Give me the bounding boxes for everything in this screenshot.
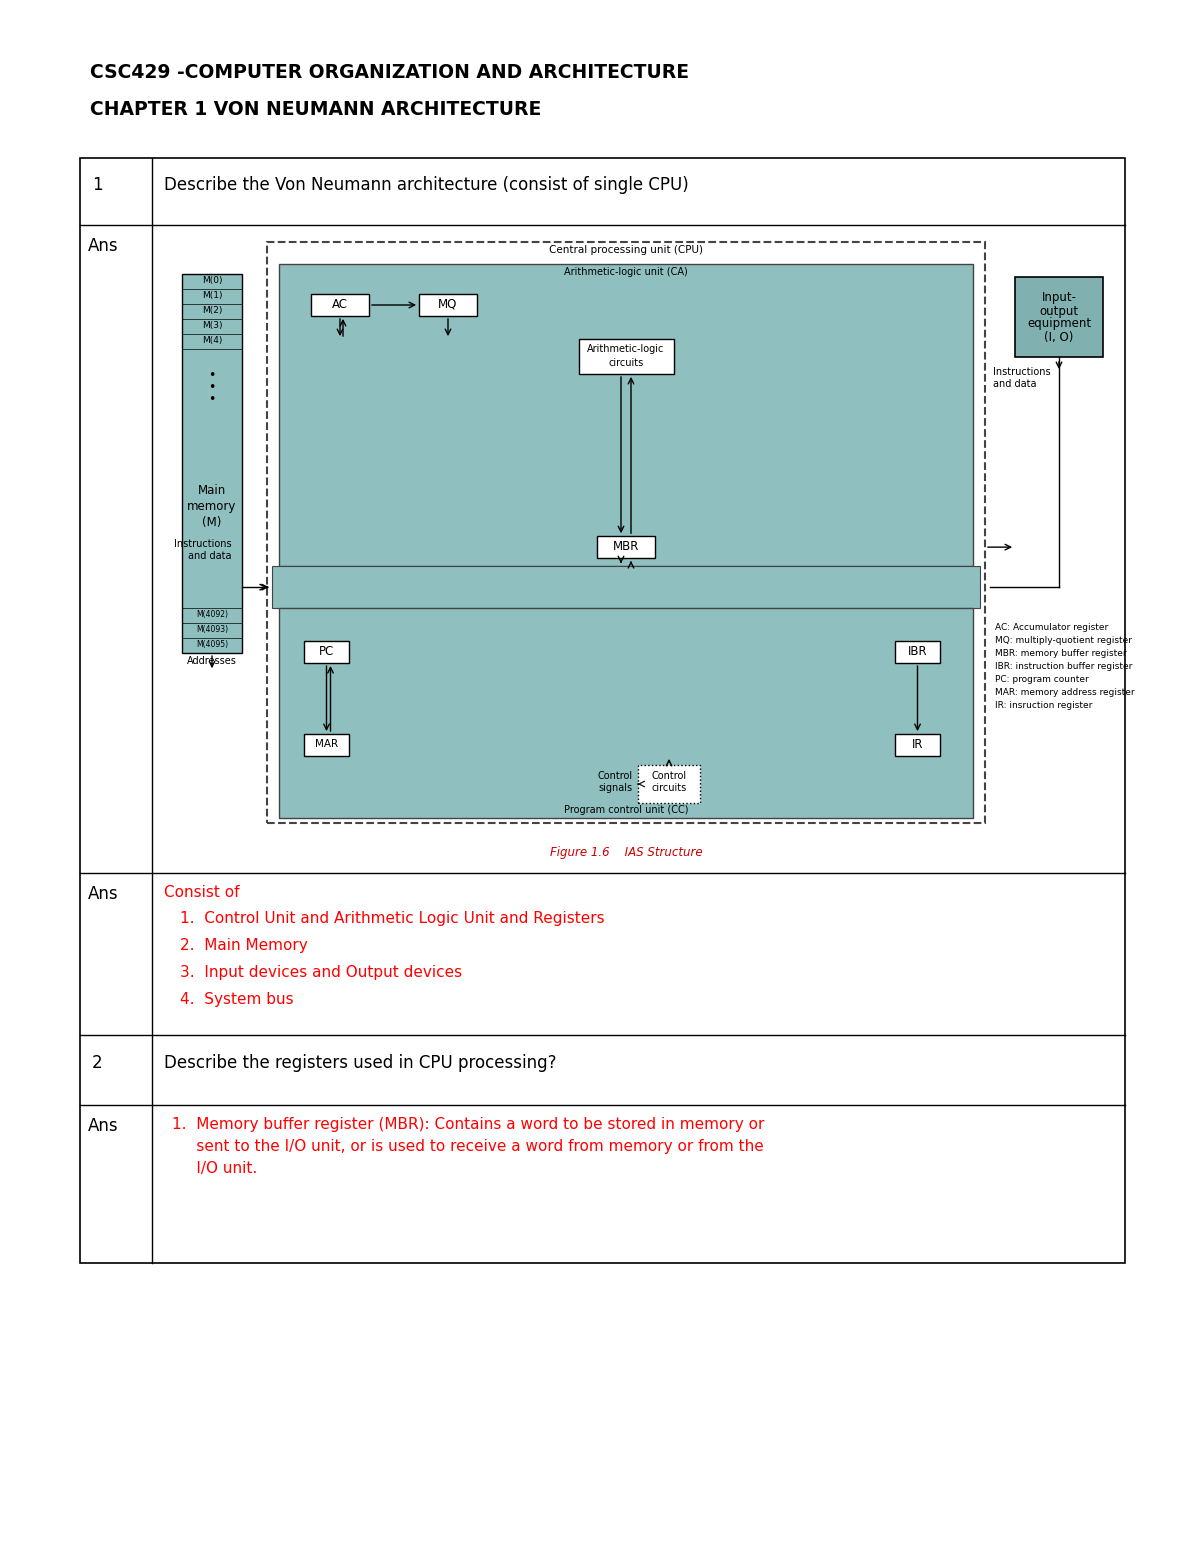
Bar bbox=[419, 294, 478, 315]
Bar bbox=[304, 641, 349, 663]
Text: Ans: Ans bbox=[88, 1117, 119, 1135]
Text: Ans: Ans bbox=[88, 238, 119, 255]
Text: circuits: circuits bbox=[652, 783, 686, 794]
Text: M(4): M(4) bbox=[202, 335, 222, 345]
Text: MQ: multiply-quotient register: MQ: multiply-quotient register bbox=[995, 637, 1132, 644]
Text: Control: Control bbox=[598, 770, 634, 781]
Text: MAR: MAR bbox=[314, 739, 338, 749]
Text: Figure 1.6    IAS Structure: Figure 1.6 IAS Structure bbox=[550, 846, 702, 859]
Text: MBR: memory buffer register: MBR: memory buffer register bbox=[995, 649, 1127, 658]
Text: IBR: IBR bbox=[907, 644, 928, 657]
Text: M(4093): M(4093) bbox=[196, 626, 228, 634]
Text: CHAPTER 1 VON NEUMANN ARCHITECTURE: CHAPTER 1 VON NEUMANN ARCHITECTURE bbox=[90, 99, 541, 120]
Text: 1.  Memory buffer register (MBR): Contains a word to be stored in memory or
    : 1. Memory buffer register (MBR): Contain… bbox=[172, 1117, 764, 1177]
Text: Describe the Von Neumann architecture (consist of single CPU): Describe the Von Neumann architecture (c… bbox=[164, 175, 689, 194]
Text: Control: Control bbox=[652, 770, 686, 781]
Bar bbox=[895, 641, 940, 663]
Text: MAR: memory address register: MAR: memory address register bbox=[995, 688, 1135, 697]
Text: M(3): M(3) bbox=[202, 321, 222, 329]
Bar bbox=[638, 766, 700, 803]
Text: 1.  Control Unit and Arithmetic Logic Unit and Registers: 1. Control Unit and Arithmetic Logic Uni… bbox=[180, 912, 605, 926]
Text: IR: insruction register: IR: insruction register bbox=[995, 700, 1092, 710]
Text: Consist of: Consist of bbox=[164, 885, 240, 901]
Text: M(0): M(0) bbox=[202, 276, 222, 286]
Text: 1: 1 bbox=[92, 175, 103, 194]
Text: 3.  Input devices and Output devices: 3. Input devices and Output devices bbox=[180, 964, 462, 980]
Text: AC: AC bbox=[332, 298, 348, 311]
Bar bbox=[578, 339, 673, 374]
Text: signals: signals bbox=[599, 783, 634, 794]
Text: output: output bbox=[1039, 304, 1079, 317]
Text: Ans: Ans bbox=[88, 885, 119, 902]
Text: M(4092): M(4092) bbox=[196, 610, 228, 620]
Bar bbox=[895, 735, 940, 756]
Text: 2.  Main Memory: 2. Main Memory bbox=[180, 938, 307, 954]
Text: 4.  System bus: 4. System bus bbox=[180, 992, 294, 1006]
Text: M(2): M(2) bbox=[202, 306, 222, 315]
Text: IBR: instruction buffer register: IBR: instruction buffer register bbox=[995, 662, 1133, 671]
Bar bbox=[1015, 276, 1103, 357]
Text: CSC429 -COMPUTER ORGANIZATION AND ARCHITECTURE: CSC429 -COMPUTER ORGANIZATION AND ARCHIT… bbox=[90, 64, 689, 82]
Text: 2: 2 bbox=[92, 1054, 103, 1072]
Text: IR: IR bbox=[912, 738, 923, 750]
Text: equipment: equipment bbox=[1027, 317, 1091, 331]
Text: Main
memory
(M): Main memory (M) bbox=[187, 483, 236, 528]
Text: M(4095): M(4095) bbox=[196, 640, 228, 649]
Bar bbox=[272, 567, 980, 609]
Bar bbox=[278, 609, 973, 818]
Text: Program control unit (CC): Program control unit (CC) bbox=[564, 804, 689, 815]
Bar bbox=[278, 264, 973, 567]
Text: circuits: circuits bbox=[608, 357, 643, 368]
Text: MBR: MBR bbox=[613, 539, 640, 553]
Text: Central processing unit (CPU): Central processing unit (CPU) bbox=[550, 245, 703, 255]
Text: Describe the registers used in CPU processing?: Describe the registers used in CPU proce… bbox=[164, 1054, 557, 1072]
Text: Instructions
and data: Instructions and data bbox=[994, 367, 1051, 390]
Bar bbox=[311, 294, 370, 315]
Text: Input-: Input- bbox=[1042, 292, 1076, 304]
Text: AC: Accumulator register: AC: Accumulator register bbox=[995, 623, 1109, 632]
Text: M(1): M(1) bbox=[202, 290, 222, 300]
Text: (I, O): (I, O) bbox=[1044, 331, 1074, 345]
Text: PC: PC bbox=[319, 644, 334, 657]
Text: PC: program counter: PC: program counter bbox=[995, 676, 1088, 683]
Bar bbox=[304, 735, 349, 756]
Text: Arithmetic-logic: Arithmetic-logic bbox=[587, 343, 665, 354]
Text: MQ: MQ bbox=[438, 298, 457, 311]
Bar bbox=[80, 158, 1126, 1263]
Bar bbox=[182, 273, 242, 654]
Bar bbox=[598, 536, 655, 558]
Text: Instructions
and data: Instructions and data bbox=[174, 539, 232, 561]
Text: Arithmetic-logic unit (CA): Arithmetic-logic unit (CA) bbox=[564, 267, 688, 276]
Text: •
•
•: • • • bbox=[209, 370, 216, 405]
Text: Addresses: Addresses bbox=[187, 655, 236, 666]
Bar bbox=[266, 242, 985, 823]
